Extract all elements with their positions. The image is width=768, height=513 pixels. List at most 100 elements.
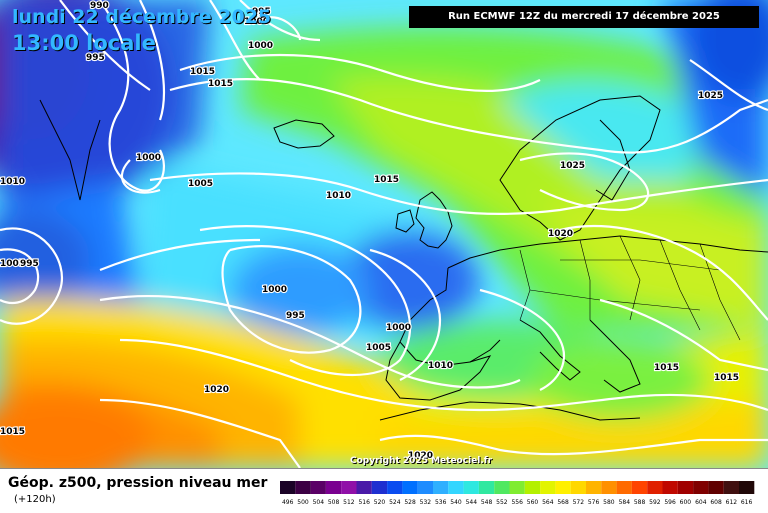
isobar-label: 995 [20, 259, 39, 269]
legend-swatch [463, 481, 479, 494]
legend-value: 616 [741, 499, 753, 506]
legend-swatch [371, 481, 388, 494]
legend-value: 604 [695, 499, 707, 506]
copyright-notice: Copyright 2025 Meteociel.fr [350, 456, 493, 466]
footer-bar: Géop. z500, pression niveau mer (+120h) … [0, 468, 768, 513]
forecast-date: lundi 22 décembre 2025 [12, 6, 272, 28]
legend-swatch [723, 481, 739, 494]
legend-swatch [448, 481, 464, 494]
legend-value: 500 [297, 499, 309, 506]
legend-value: 572 [573, 499, 585, 506]
legend-value: 508 [328, 499, 340, 506]
legend-swatch [310, 481, 326, 494]
isobar-label: 1020 [204, 385, 229, 395]
legend-swatch [387, 481, 403, 494]
isobar-label: 1015 [374, 175, 399, 185]
legend-value: 520 [374, 499, 386, 506]
legend-swatch [356, 481, 372, 494]
legend-value: 560 [527, 499, 539, 506]
isobar-label: 1015 [190, 67, 215, 77]
legend-value: 496 [282, 499, 294, 506]
legend-swatch [570, 481, 586, 494]
legend-swatch [677, 481, 694, 494]
isobar-label: 1000 [136, 153, 161, 163]
legend-value: 612 [726, 499, 738, 506]
legend-value: 596 [664, 499, 676, 506]
legend-value: 516 [358, 499, 370, 506]
isobar-label: 1015 [714, 373, 739, 383]
isobar-label: 1015 [208, 79, 233, 89]
map-parameter-title: Géop. z500, pression niveau mer [8, 475, 268, 491]
isobar-label: 1000 [248, 41, 273, 51]
legend-value: 548 [481, 499, 493, 506]
legend-swatch [647, 481, 663, 494]
isobar-label: 1005 [0, 259, 25, 269]
legend-swatch [631, 481, 648, 494]
legend-swatch [494, 481, 510, 494]
isobar-label: 1000 [262, 285, 287, 295]
legend-swatch [586, 481, 602, 494]
isobar-label: 1025 [698, 91, 723, 101]
legend-swatch [341, 481, 357, 494]
legend-value: 528 [404, 499, 416, 506]
legend-value: 504 [313, 499, 325, 506]
legend-swatch [616, 481, 632, 494]
legend-swatch [280, 481, 296, 494]
legend-value: 544 [466, 499, 478, 506]
legend-swatch [509, 481, 525, 494]
legend-swatch [417, 481, 433, 494]
isobar-label: 1010 [428, 361, 453, 371]
legend-swatch [601, 481, 617, 494]
weather-map: 990 995 995 1000 1000 1015 1015 1000 100… [0, 0, 768, 468]
legend-value: 568 [557, 499, 569, 506]
color-legend: 496 500 504 508 512 516 520 524 528 532 536 540 544 5… [280, 481, 755, 506]
legend-swatch [478, 481, 495, 494]
legend-swatch [325, 481, 342, 494]
isobar-label: 1000 [244, 17, 269, 27]
legend-value: 536 [435, 499, 447, 506]
legend-value: 580 [603, 499, 615, 506]
legend-value: 576 [588, 499, 600, 506]
legend-swatch [739, 481, 755, 494]
legend-swatch [540, 481, 556, 494]
forecast-lead-time: (+120h) [14, 494, 56, 505]
isobar-label: 1000 [386, 323, 411, 333]
legend-value: 552 [496, 499, 508, 506]
legend-swatch [693, 481, 709, 494]
isobar-label: 1010 [0, 177, 25, 187]
isobar-labels: 990 995 995 1000 1000 1015 1015 1000 100… [0, 0, 740, 462]
legend-value: 564 [542, 499, 554, 506]
legend-swatch [402, 481, 418, 494]
legend-value: 532 [420, 499, 432, 506]
forecast-hour: 13:00 locale [12, 31, 156, 55]
isobars [0, 0, 768, 468]
legend-value: 588 [634, 499, 646, 506]
isobar-label: 1010 [326, 191, 351, 201]
isobar-label: 1015 [0, 427, 25, 437]
legend-swatch [433, 481, 449, 494]
legend-swatch [555, 481, 571, 494]
legend-value: 512 [343, 499, 355, 506]
legend-swatch [295, 481, 311, 494]
isobar-label: 1020 [548, 229, 573, 239]
legend-swatch [662, 481, 678, 494]
legend-value: 592 [649, 499, 661, 506]
isobar-label: 990 [90, 1, 109, 11]
isobar-label: 1005 [188, 179, 213, 189]
legend-value: 556 [511, 499, 523, 506]
legend-value: 540 [450, 499, 462, 506]
legend-value: 608 [710, 499, 722, 506]
model-run-label: Run ECMWF 12Z du mercredi 17 décembre 20… [409, 6, 759, 28]
legend-swatch [708, 481, 724, 494]
legend-swatch [524, 481, 541, 494]
isobar-label: 1015 [654, 363, 679, 373]
legend-value: 600 [680, 499, 692, 506]
isobar-label: 1025 [560, 161, 585, 171]
isobar-label: 995 [252, 7, 271, 17]
legend-value: 524 [389, 499, 401, 506]
isobar-label: 995 [86, 53, 105, 63]
isobar-label: 1020 [408, 451, 433, 461]
legend-value: 584 [619, 499, 631, 506]
isobar-label: 1005 [366, 343, 391, 353]
isobar-label: 995 [286, 311, 305, 321]
